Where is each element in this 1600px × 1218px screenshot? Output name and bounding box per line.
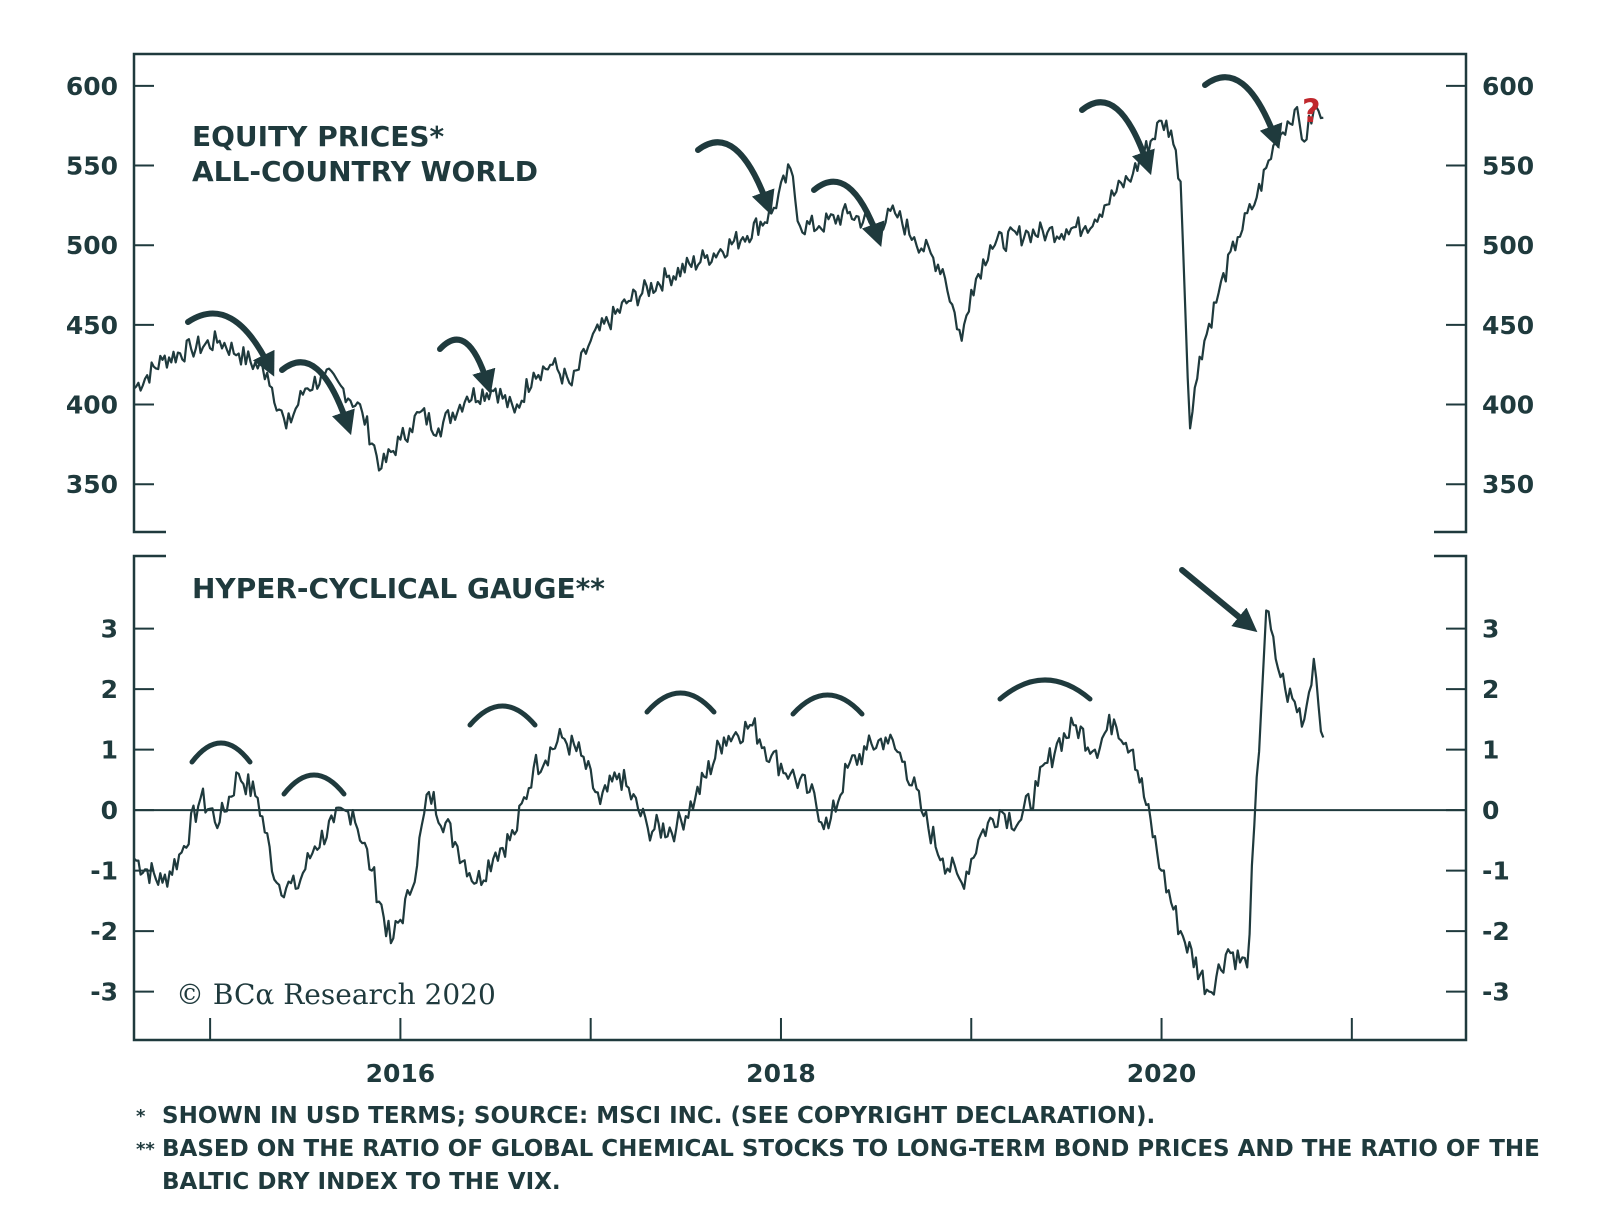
x-tick-label: 2018 [746,1059,816,1088]
bottom-panel-title: HYPER-CYCLICAL GAUGE** [192,572,605,605]
bottom-y-tick-label-right: 0 [1482,796,1499,825]
top-y-tick-label-left: 600 [66,72,118,101]
hyper-cyclical-gauge-line [133,609,1325,996]
top-y-tick-label-right: 550 [1482,152,1534,181]
footnote-2-text: BASED ON THE RATIO OF GLOBAL CHEMICAL ST… [162,1136,1540,1195]
bottom-y-tick-label-left: -3 [90,978,118,1007]
top-y-tick-label-left: 500 [66,231,118,260]
curved-arrow-icon [1202,74,1283,150]
top-y-tick-label-right: 400 [1482,391,1534,420]
bottom-y-tick-label-right: -1 [1482,857,1510,886]
down-arrow-icon [1179,567,1258,633]
bottom-y-tick-label-left: 1 [101,736,118,765]
top-panel-frame [132,52,1468,534]
watermark: © BCα Research 2020 [176,978,496,1011]
top-y-tick-label-right: 350 [1482,470,1534,499]
bottom-y-tick-label-right: -2 [1482,917,1510,946]
chart-canvas: 350 400 450 500 550 600 350 400 450 500 550 600 EQ… [66,52,1534,1088]
bottom-panel-frame [132,554,1468,1042]
bottom-y-tick-label-left: 2 [101,675,118,704]
top-y-tick-label-left: 400 [66,391,118,420]
curved-arrow-icon [695,139,775,216]
top-panel: 350 400 450 500 550 600 350 400 450 500 550 600 EQ… [66,52,1534,534]
footnote-1: * SHOWN IN USD TERMS; SOURCE: MSCI INC. … [136,1100,1586,1133]
bottom-y-tick-label-right: 1 [1482,736,1499,765]
curved-arrow-icon [279,359,355,436]
bottom-panel: -3 -2 -1 0 1 2 3 -3 -2 -1 0 1 2 3 2016 2018 2020 HYPER… [90,554,1510,1088]
peak-arc-icon [790,692,865,717]
top-y-tick-label-right: 500 [1482,231,1534,260]
peak-arc-icon [644,690,717,715]
top-y-tick-label-right: 600 [1482,72,1534,101]
curved-arrow-icon [1079,99,1155,176]
bottom-y-tick-label-left: -2 [90,917,118,946]
footnotes: * SHOWN IN USD TERMS; SOURCE: MSCI INC. … [136,1100,1586,1199]
top-annotations [185,74,1283,436]
footnote-1-mark: * [136,1106,146,1127]
x-axis: 2016 2018 2020 [209,1018,1353,1088]
top-y-tick-label-left: 450 [66,311,118,340]
footnote-1-text: SHOWN IN USD TERMS; SOURCE: MSCI INC. (S… [162,1103,1156,1129]
bottom-y-tick-label-right: 2 [1482,675,1499,704]
equity-price-line [133,105,1324,472]
bottom-annotations [189,567,1258,797]
top-panel-title: EQUITY PRICES* [192,120,445,153]
top-y-axis-right: 350 400 450 500 550 600 [1446,72,1534,499]
bottom-y-axis-left: -3 -2 -1 0 1 2 3 [90,615,154,1007]
bottom-y-axis-right: -3 -2 -1 0 1 2 3 [1446,615,1510,1007]
x-tick-label: 2016 [366,1059,436,1088]
top-y-tick-label-left: 350 [66,470,118,499]
peak-arc-icon [189,740,253,765]
top-y-tick-label-left: 550 [66,152,118,181]
bottom-y-tick-label-left: -1 [90,857,118,886]
peak-arc-icon [997,677,1093,702]
bottom-y-tick-label-left: 0 [101,796,118,825]
top-panel-subtitle: ALL-COUNTRY WORLD [192,155,538,188]
bottom-y-tick-label-left: 3 [101,615,118,644]
top-y-tick-label-right: 450 [1482,311,1534,340]
bottom-y-tick-label-right: -3 [1482,978,1510,1007]
curved-arrow-icon [185,310,275,377]
question-mark: ? [1302,92,1321,130]
peak-arc-icon [467,703,538,728]
x-tick-label: 2020 [1127,1059,1197,1088]
bottom-y-tick-label-right: 3 [1482,615,1499,644]
top-y-axis-left: 350 400 450 500 550 600 [66,72,154,499]
curved-arrow-icon [437,336,496,395]
peak-arc-icon [281,772,347,797]
footnote-2: ** BASED ON THE RATIO OF GLOBAL CHEMICAL… [136,1133,1586,1199]
footnote-2-mark: ** [136,1139,155,1160]
